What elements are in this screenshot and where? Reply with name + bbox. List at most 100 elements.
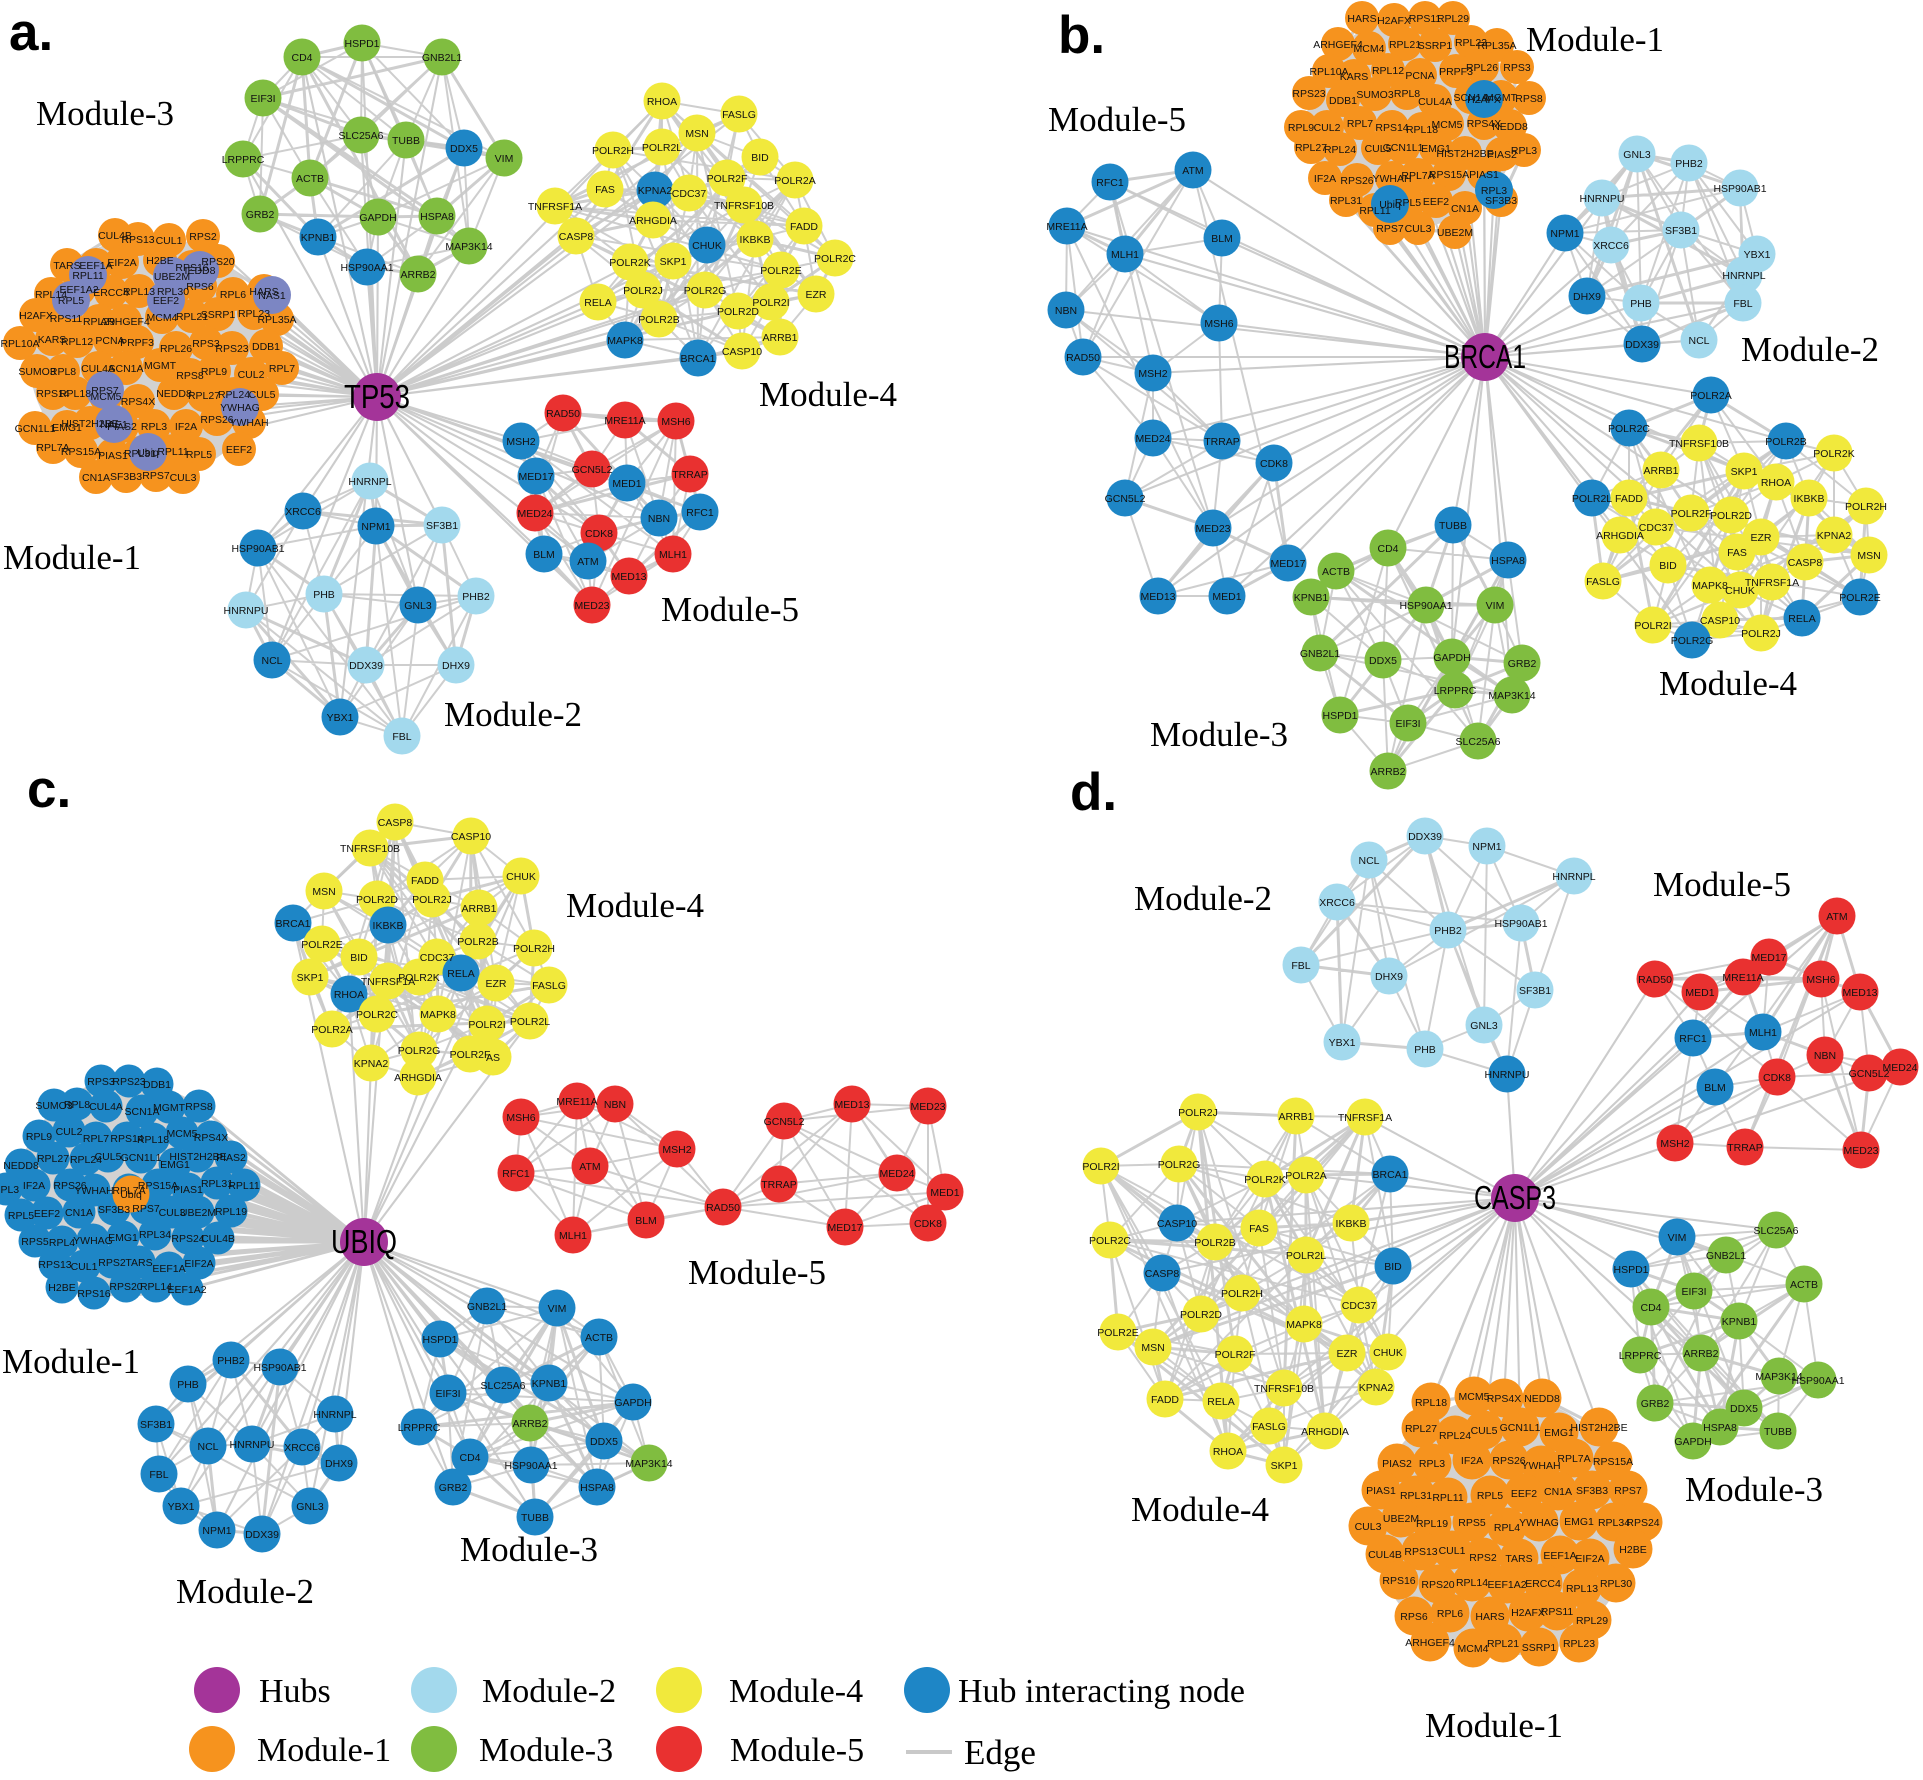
svg-text:CDK8: CDK8 — [914, 1218, 942, 1230]
svg-text:RPS2: RPS2 — [189, 231, 217, 243]
svg-text:RPL9: RPL9 — [201, 366, 227, 378]
svg-text:RPL5: RPL5 — [1395, 197, 1421, 209]
svg-text:NCL: NCL — [261, 655, 282, 667]
svg-text:CHUK: CHUK — [506, 871, 536, 883]
svg-text:VIM: VIM — [495, 153, 514, 165]
svg-text:RPL3: RPL3 — [0, 1184, 19, 1196]
svg-text:YWHAG: YWHAG — [1519, 1517, 1559, 1529]
svg-text:VIM: VIM — [1486, 600, 1505, 612]
svg-text:ARHGDIA: ARHGDIA — [1596, 530, 1644, 542]
svg-text:GNL3: GNL3 — [1623, 149, 1651, 161]
svg-text:MRE11A: MRE11A — [1722, 972, 1763, 984]
svg-text:CDK8: CDK8 — [1260, 458, 1288, 470]
svg-text:MED23: MED23 — [1843, 1145, 1878, 1157]
svg-text:RPL35A: RPL35A — [257, 314, 296, 326]
svg-text:TUBB: TUBB — [521, 1512, 549, 1524]
svg-text:RPS14: RPS14 — [1375, 122, 1408, 134]
svg-text:FAS: FAS — [1727, 547, 1747, 559]
svg-text:RPS20: RPS20 — [201, 256, 234, 268]
svg-text:RPS8: RPS8 — [176, 370, 204, 382]
svg-text:RPL14: RPL14 — [1456, 1577, 1488, 1589]
svg-text:MLH1: MLH1 — [559, 1230, 587, 1242]
svg-text:RPL21: RPL21 — [1389, 39, 1421, 51]
svg-text:RPS15A: RPS15A — [1429, 169, 1469, 181]
svg-text:Module-2: Module-2 — [1741, 330, 1879, 369]
svg-text:TNFRSF1A: TNFRSF1A — [528, 201, 582, 213]
svg-text:TUBB: TUBB — [1439, 520, 1467, 532]
svg-text:MED13: MED13 — [1842, 987, 1877, 999]
svg-text:MED17: MED17 — [1270, 558, 1305, 570]
svg-text:RAD50: RAD50 — [1066, 352, 1100, 364]
svg-text:EMG1: EMG1 — [1421, 143, 1451, 155]
svg-text:H2AFX: H2AFX — [1377, 15, 1411, 27]
svg-text:EIF2A: EIF2A — [184, 1258, 213, 1270]
svg-text:RFC1: RFC1 — [1096, 177, 1124, 189]
svg-text:FADD: FADD — [1151, 1394, 1179, 1406]
svg-text:RPL13: RPL13 — [123, 286, 155, 298]
svg-text:RPL30: RPL30 — [157, 286, 189, 298]
svg-text:MCM4: MCM4 — [1458, 1643, 1489, 1655]
svg-text:RPS24: RPS24 — [1626, 1517, 1659, 1529]
svg-text:HIST2H2BE: HIST2H2BE — [169, 1151, 226, 1163]
svg-text:MED1: MED1 — [930, 1187, 959, 1199]
svg-text:FASLG: FASLG — [1252, 1421, 1286, 1433]
svg-text:Ubiq: Ubiq — [137, 447, 159, 459]
svg-text:IKBKB: IKBKB — [1794, 493, 1825, 505]
svg-text:EIF2A: EIF2A — [1575, 1553, 1604, 1565]
svg-text:FADD: FADD — [411, 875, 439, 887]
svg-text:SF3B3: SF3B3 — [1485, 195, 1517, 207]
svg-text:RPL19: RPL19 — [215, 1206, 247, 1218]
svg-text:RPS8: RPS8 — [1515, 93, 1543, 105]
svg-text:YBX1: YBX1 — [327, 712, 354, 724]
svg-text:CDC37: CDC37 — [1639, 522, 1674, 534]
svg-text:b.: b. — [1058, 6, 1105, 65]
svg-text:GCN1L1: GCN1L1 — [121, 1152, 162, 1164]
svg-text:MLH1: MLH1 — [659, 549, 687, 561]
svg-text:RELA: RELA — [1788, 613, 1815, 625]
svg-text:RPL31: RPL31 — [124, 448, 156, 460]
svg-text:MSH2: MSH2 — [1660, 1138, 1689, 1150]
svg-text:DDX5: DDX5 — [450, 143, 478, 155]
svg-text:H2AFX: H2AFX — [1467, 94, 1501, 106]
svg-text:Module-3: Module-3 — [479, 1732, 613, 1769]
svg-text:SF3B3: SF3B3 — [110, 471, 142, 483]
svg-text:RPS6: RPS6 — [186, 281, 214, 293]
svg-text:RPS4X: RPS4X — [121, 396, 155, 408]
svg-text:PIAS1: PIAS1 — [1366, 1485, 1396, 1497]
svg-text:RPL5: RPL5 — [186, 449, 212, 461]
svg-text:IF2A: IF2A — [1314, 173, 1336, 185]
svg-text:POLR2B: POLR2B — [1765, 436, 1806, 448]
svg-text:HSP90AB1: HSP90AB1 — [231, 543, 284, 555]
svg-text:HNRNPU: HNRNPU — [1485, 1069, 1530, 1081]
svg-text:TNFRSF1A: TNFRSF1A — [361, 976, 415, 988]
svg-text:PRPF3: PRPF3 — [120, 337, 154, 349]
svg-text:ATM: ATM — [1182, 165, 1203, 177]
svg-text:POLR2C: POLR2C — [814, 253, 856, 265]
svg-text:RPS15A: RPS15A — [138, 1180, 178, 1192]
svg-text:ARRB1: ARRB1 — [762, 332, 797, 344]
svg-text:RPL19: RPL19 — [1416, 1518, 1448, 1530]
svg-text:RPL21: RPL21 — [176, 311, 208, 323]
svg-text:POLR2J: POLR2J — [1741, 628, 1781, 640]
svg-text:RPL27: RPL27 — [1405, 1423, 1437, 1435]
svg-text:NBN: NBN — [604, 1099, 626, 1111]
svg-text:POLR2C: POLR2C — [1608, 423, 1650, 435]
svg-text:POLR2E: POLR2E — [1097, 1327, 1138, 1339]
svg-text:MLH1: MLH1 — [1749, 1027, 1777, 1039]
svg-text:POLR2G: POLR2G — [1158, 1159, 1201, 1171]
svg-text:POLR2B: POLR2B — [1194, 1237, 1235, 1249]
svg-text:RPS3: RPS3 — [87, 1076, 115, 1088]
svg-text:Ubiq: Ubiq — [1379, 199, 1401, 211]
svg-text:KARS: KARS — [38, 334, 67, 346]
svg-text:MSN: MSN — [1141, 1342, 1164, 1354]
svg-text:RPL3: RPL3 — [1481, 185, 1507, 197]
svg-text:UBE2M: UBE2M — [154, 271, 190, 283]
svg-text:BRCA1: BRCA1 — [680, 353, 715, 365]
svg-text:MAP3K14: MAP3K14 — [445, 241, 492, 253]
svg-text:RPL6: RPL6 — [220, 289, 246, 301]
svg-text:SLC25A6: SLC25A6 — [1456, 736, 1501, 748]
svg-text:TNFRSF10B: TNFRSF10B — [1254, 1383, 1314, 1395]
svg-text:SKP1: SKP1 — [1271, 1460, 1298, 1472]
svg-text:RPL7: RPL7 — [269, 363, 295, 375]
svg-text:SF3B1: SF3B1 — [140, 1419, 172, 1431]
